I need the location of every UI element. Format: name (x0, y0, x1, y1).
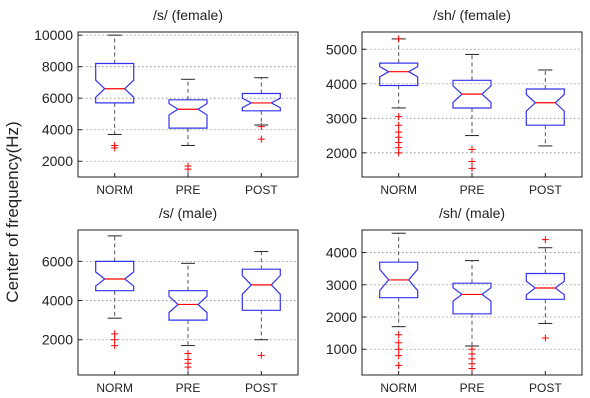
outlier-marker (184, 162, 192, 170)
box (168, 290, 208, 321)
y-tick-label: 2000 (326, 309, 357, 325)
box (452, 282, 492, 315)
box (379, 261, 419, 299)
y-tick-label: 6000 (42, 90, 73, 106)
outlier-marker (257, 135, 265, 143)
outlier-marker (395, 35, 403, 43)
axes-frame (361, 31, 583, 178)
box (241, 92, 281, 112)
y-tick-label: 1000 (326, 341, 357, 357)
box (168, 99, 208, 129)
chart-title: /s/ (female) (153, 7, 223, 23)
box (241, 268, 281, 311)
outlier-marker (111, 141, 119, 149)
outlier-marker (111, 342, 119, 350)
outlier-marker (395, 121, 403, 129)
outlier-marker (395, 339, 403, 347)
outlier-marker (395, 352, 403, 360)
y-axis-label: Center of frequency(Hz) (3, 121, 22, 302)
x-tick-label: POST (529, 381, 562, 395)
box (525, 272, 565, 300)
y-tick-label: 8000 (42, 59, 73, 75)
outlier-marker (468, 145, 476, 153)
outlier-marker (395, 128, 403, 136)
box (525, 88, 565, 126)
x-tick-label: POST (245, 183, 278, 197)
x-tick-label: NORM (96, 183, 133, 197)
outlier-marker (111, 330, 119, 338)
y-tick-label: 4000 (42, 293, 73, 309)
y-tick-label: 2000 (42, 332, 73, 348)
outlier-marker (257, 351, 265, 359)
x-tick-label: PRE (460, 183, 485, 197)
outlier-marker (468, 164, 476, 172)
y-tick-label: 4000 (42, 122, 73, 138)
outlier-marker (395, 113, 403, 121)
outlier-marker (395, 331, 403, 339)
outlier-marker (257, 123, 265, 131)
x-tick-label: PRE (176, 381, 201, 395)
chart-title: /s/ (male) (159, 205, 217, 221)
x-tick-label: NORM (96, 381, 133, 395)
y-tick-label: 10000 (34, 27, 73, 43)
y-tick-label: 3000 (326, 277, 357, 293)
y-tick-label: 3000 (326, 110, 357, 126)
x-tick-label: PRE (176, 183, 201, 197)
chart-title: /sh/ (female) (433, 7, 511, 23)
y-tick-label: 2000 (326, 145, 357, 161)
box (95, 260, 135, 292)
chart-title: /sh/ (male) (439, 205, 505, 221)
outlier-marker (541, 334, 549, 342)
x-tick-label: NORM (380, 183, 417, 197)
outlier-marker (395, 345, 403, 353)
outlier-marker (184, 349, 192, 357)
outlier-marker (111, 336, 119, 344)
box (379, 62, 419, 87)
outlier-marker (541, 236, 549, 244)
outlier-marker (468, 157, 476, 165)
axes-frame (77, 31, 299, 178)
y-tick-label: 5000 (326, 41, 357, 57)
outlier-marker (184, 355, 192, 363)
box (452, 79, 492, 109)
outlier-marker (468, 345, 476, 353)
x-tick-label: NORM (380, 381, 417, 395)
y-tick-label: 2000 (42, 153, 73, 169)
y-tick-label: 4000 (326, 245, 357, 261)
x-tick-label: POST (529, 183, 562, 197)
box (95, 62, 135, 104)
x-tick-label: PRE (460, 381, 485, 395)
y-tick-label: 6000 (42, 253, 73, 269)
outlier-marker (395, 361, 403, 369)
x-tick-label: POST (245, 381, 278, 395)
y-tick-label: 4000 (326, 76, 357, 92)
